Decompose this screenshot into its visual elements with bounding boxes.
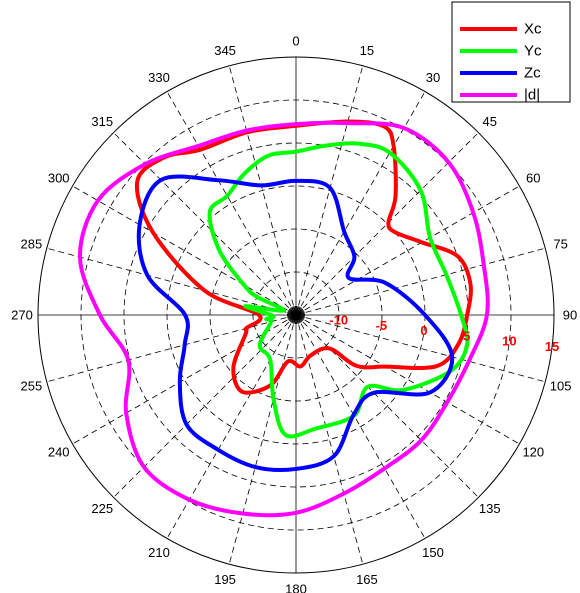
angular-gridline xyxy=(295,185,520,316)
angle-tick-label: 285 xyxy=(20,237,42,252)
radial-tick-label: 10 xyxy=(502,334,516,349)
angle-tick-label: 225 xyxy=(91,501,113,516)
angle-tick-label: 15 xyxy=(360,43,374,58)
radial-gridline xyxy=(209,228,383,402)
legend-label-d: |d| xyxy=(524,87,540,104)
angle-tick-label: 240 xyxy=(48,445,70,460)
angle-tick-label: 195 xyxy=(214,572,236,587)
angle-tick-label: 345 xyxy=(214,43,236,58)
angle-tick-label: 0 xyxy=(292,34,299,49)
angle-tick-label: 45 xyxy=(483,114,497,129)
radial-gridline xyxy=(252,271,340,359)
angle-tick-label: 180 xyxy=(285,582,307,593)
angle-tick-label: 315 xyxy=(91,114,113,129)
polar-grid xyxy=(37,56,555,574)
angle-tick-label: 165 xyxy=(356,572,378,587)
series-line-zc xyxy=(136,174,455,472)
radial-tick-label: -5 xyxy=(376,318,388,333)
legend-label-xc: Xc xyxy=(524,21,542,38)
angle-tick-label: 270 xyxy=(11,308,33,323)
radial-tick-label: 5 xyxy=(463,328,470,343)
angle-tick-label: 330 xyxy=(148,70,170,85)
angle-tick-label: 255 xyxy=(20,378,42,393)
series-lines xyxy=(78,119,490,518)
series-line-xc xyxy=(134,119,473,395)
angle-tick-label: 75 xyxy=(553,237,567,252)
angular-gridline xyxy=(72,185,297,316)
legend: Xc Yc Zc |d| xyxy=(451,1,571,104)
angle-tick-label: 60 xyxy=(526,171,540,186)
radial-tick-label: 0 xyxy=(420,323,427,338)
angle-tick-label: 120 xyxy=(522,445,544,460)
radial-gridline xyxy=(80,99,512,531)
radial-tick-labels: -10 -5 0 5 10 15 xyxy=(329,313,559,354)
angle-tick-label: 105 xyxy=(550,378,572,393)
angle-tick-label: 135 xyxy=(479,501,501,516)
angle-tick-label: 90 xyxy=(563,308,577,323)
series-line-d xyxy=(78,120,490,518)
angle-tick-labels: 0153045607590105120135150165180195210225… xyxy=(11,34,577,593)
legend-label-zc: Zc xyxy=(524,65,541,82)
outer-ring xyxy=(37,56,555,574)
angle-tick-label: 30 xyxy=(426,70,440,85)
angle-tick-label: 300 xyxy=(48,171,70,186)
radial-tick-label: -10 xyxy=(329,313,348,328)
series-line-yc xyxy=(207,141,470,439)
angle-tick-label: 150 xyxy=(422,545,444,560)
radial-tick-label: 15 xyxy=(545,339,559,354)
legend-label-yc: Yc xyxy=(524,43,542,60)
angle-tick-label: 210 xyxy=(148,545,170,560)
